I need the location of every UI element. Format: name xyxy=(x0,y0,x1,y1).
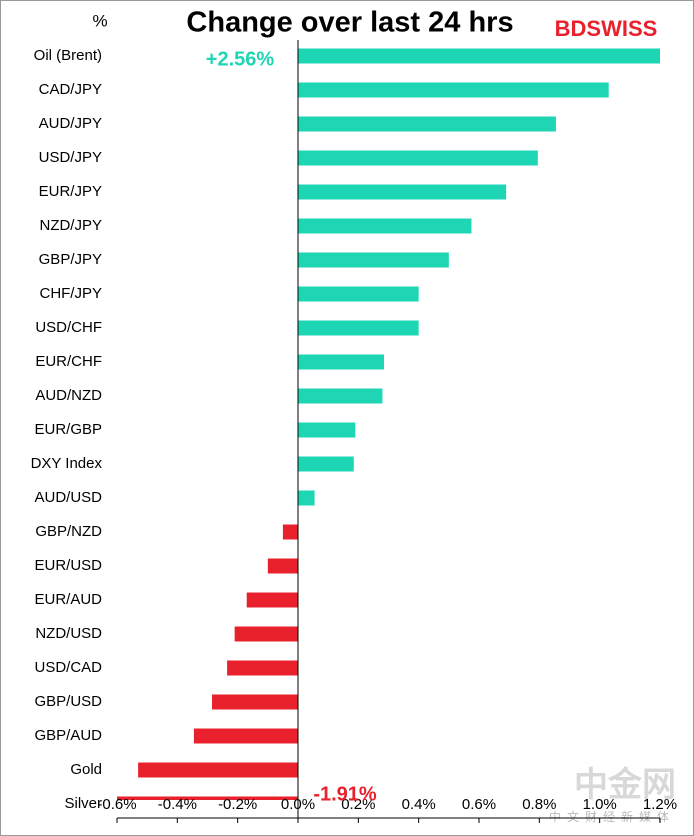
y-tick-label: USD/CAD xyxy=(34,659,102,676)
x-tick-label: 1.2% xyxy=(643,796,677,813)
y-tick-label: EUR/CHF xyxy=(35,353,102,370)
y-tick-label: CHF/JPY xyxy=(39,285,102,302)
y-tick-label: GBP/AUD xyxy=(34,727,102,744)
y-tick-label: GBP/USD xyxy=(34,693,102,710)
x-tick-label: -0.6% xyxy=(97,796,136,813)
bar xyxy=(138,762,298,778)
y-tick-label: USD/CHF xyxy=(35,319,102,336)
bars xyxy=(117,48,660,800)
bar xyxy=(298,286,419,302)
y-tick-label: NZD/JPY xyxy=(39,217,102,234)
x-tick-label: 0.8% xyxy=(522,796,556,813)
bar xyxy=(298,150,538,166)
bar xyxy=(282,524,298,540)
y-tick-label: Gold xyxy=(70,761,102,778)
y-tick-label: GBP/NZD xyxy=(35,523,102,540)
bar xyxy=(298,184,507,200)
y-tick-label: EUR/JPY xyxy=(39,183,102,200)
watermark: 中金网 xyxy=(574,765,676,804)
value-label: +2.56% xyxy=(206,48,275,70)
bar xyxy=(298,490,315,506)
bar xyxy=(246,592,298,608)
bar xyxy=(212,694,298,710)
bar xyxy=(298,48,660,64)
bar xyxy=(227,660,298,676)
bar xyxy=(298,388,383,404)
x-tick-label: 1.0% xyxy=(583,796,617,813)
y-tick-label: GBP/JPY xyxy=(39,251,102,268)
y-tick-label: EUR/AUD xyxy=(34,591,102,608)
y-tick-label: EUR/GBP xyxy=(34,421,102,438)
bar xyxy=(298,320,419,336)
bar xyxy=(267,558,298,574)
y-tick-label: DXY Index xyxy=(31,455,103,472)
x-tick-label: -0.4% xyxy=(158,796,197,813)
value-label: -1.91% xyxy=(313,783,377,805)
x-tick-label: -0.2% xyxy=(218,796,257,813)
y-tick-label: AUD/NZD xyxy=(35,387,102,404)
bar xyxy=(234,626,298,642)
logo: BDSWISS xyxy=(555,16,658,41)
bar xyxy=(298,218,472,234)
y-tick-label: Oil (Brent) xyxy=(34,47,102,64)
bar xyxy=(298,422,356,438)
chart-title: Change over last 24 hrs xyxy=(186,7,513,39)
unit-label: % xyxy=(92,11,107,30)
x-tick-label: 0.6% xyxy=(462,796,496,813)
y-tick-label: Silver xyxy=(64,795,102,812)
y-tick-label: CAD/JPY xyxy=(39,81,102,98)
y-tick-label: EUR/USD xyxy=(34,557,102,574)
watermark-sub: 中文财经新媒体 xyxy=(549,809,675,824)
y-tick-label: USD/JPY xyxy=(39,149,102,166)
y-tick-label: AUD/USD xyxy=(34,489,102,506)
bar xyxy=(117,796,299,800)
bar xyxy=(298,252,449,268)
bar xyxy=(298,354,384,370)
bar xyxy=(298,82,609,98)
x-tick-label: 0.2% xyxy=(341,796,375,813)
bar xyxy=(298,116,556,132)
y-tick-label: AUD/JPY xyxy=(39,115,102,132)
bar xyxy=(193,728,298,744)
y-tick-label: NZD/USD xyxy=(35,625,102,642)
bar xyxy=(298,456,354,472)
x-tick-label: 0.4% xyxy=(402,796,436,813)
